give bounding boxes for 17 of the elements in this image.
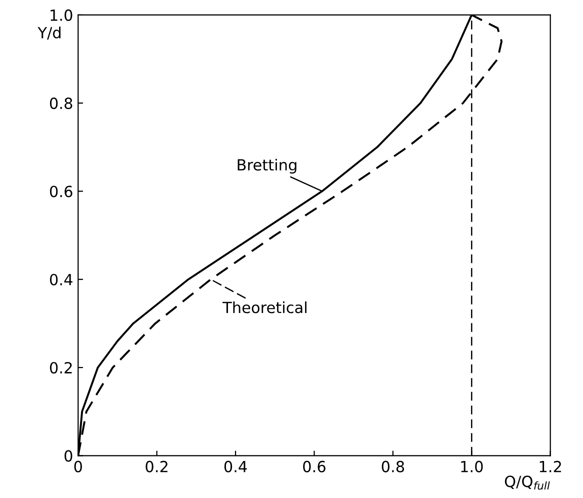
x-tick-label: 0 xyxy=(74,460,82,472)
x-tick-label: 1.2 xyxy=(540,460,561,472)
y-tick-label: 0 xyxy=(64,450,72,462)
legend-label: Theoretical xyxy=(222,301,306,314)
y-tick-label: 0.2 xyxy=(50,362,72,374)
y-tick-label: 0.8 xyxy=(50,98,72,110)
y-tick-label: 1.0 xyxy=(50,9,72,21)
y-tick-label: 0.6 xyxy=(50,186,72,198)
x-tick-label: 0.8 xyxy=(382,460,404,472)
x-tick-label: 0.6 xyxy=(303,460,326,472)
x-tick-label: 0.4 xyxy=(224,460,247,472)
x-tick-label: 0.2 xyxy=(146,460,168,472)
series-label: Bretting xyxy=(238,158,296,174)
x-axis-title: Q/Q$_{full}$ xyxy=(504,476,550,490)
y-axis-title: Y/d xyxy=(38,26,60,40)
y-tick-label: 0.4 xyxy=(50,274,72,286)
x-tick-label: 1.0 xyxy=(461,460,483,472)
